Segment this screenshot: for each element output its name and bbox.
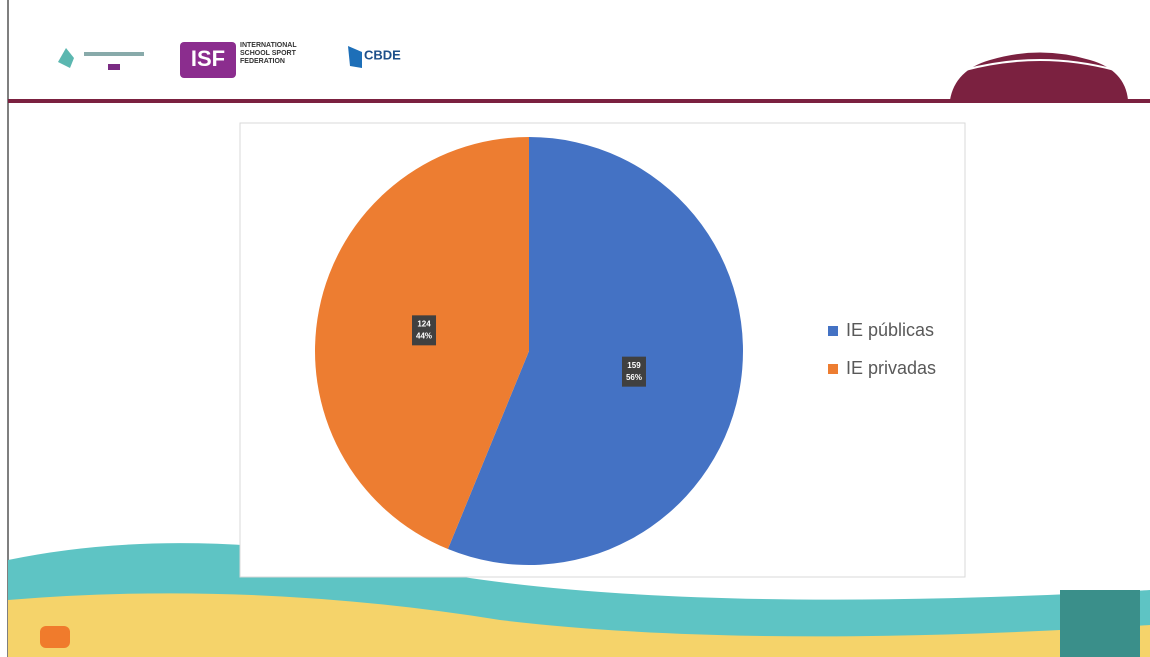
data-label-box <box>621 356 646 387</box>
data-label-value: 159 <box>627 361 641 370</box>
isf-logo: ISF <box>191 46 225 71</box>
legend-swatch <box>828 326 838 336</box>
logo-text-bar <box>84 52 144 56</box>
logo-icon <box>58 48 74 68</box>
data-label-box <box>412 315 437 346</box>
data-label-percent: 44% <box>416 331 432 340</box>
cbde-logo: CBDE <box>364 47 401 62</box>
data-label-value: 124 <box>417 319 431 328</box>
isf-badge <box>180 42 236 78</box>
bottom-logo <box>40 626 70 648</box>
legend-label: IE privadas <box>846 358 936 378</box>
cbde-icon <box>348 46 362 68</box>
houses <box>1060 590 1140 657</box>
data-label-percent: 56% <box>626 373 642 382</box>
isf-caption: INTERNATIONAL SCHOOL SPORT FEDERATION <box>240 42 297 65</box>
wave-yellow <box>8 593 1150 657</box>
legend-swatch <box>828 364 838 374</box>
stadium-line <box>964 59 1116 71</box>
pie-slice <box>447 137 743 566</box>
logo-tag <box>108 64 120 70</box>
isf-caption-box: INTERNATIONAL SCHOOL SPORT FEDERATION <box>240 42 297 65</box>
legend-label: IE públicas <box>846 320 934 340</box>
header: ISF INTERNATIONAL SCHOOL SPORT FEDERATIO… <box>8 42 1150 103</box>
